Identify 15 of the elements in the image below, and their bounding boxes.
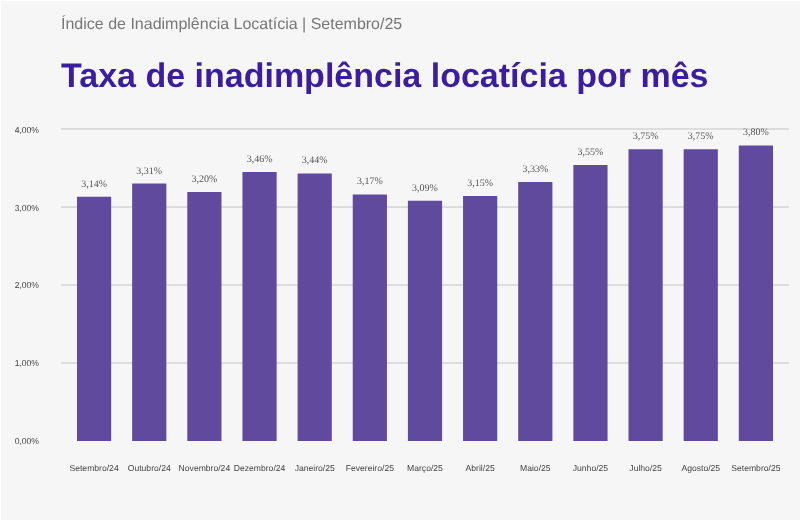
bar bbox=[628, 149, 663, 441]
bar bbox=[573, 164, 608, 441]
bar bbox=[187, 192, 222, 441]
bar bbox=[683, 149, 718, 441]
bar bbox=[407, 200, 443, 441]
chart-subtitle: Índice de Inadimplência Locatícia | Setembro/25 bbox=[61, 15, 404, 33]
bar bbox=[242, 171, 277, 441]
bar bbox=[738, 145, 774, 441]
bar bbox=[463, 196, 498, 441]
bar bbox=[297, 173, 332, 441]
bar bbox=[76, 196, 112, 441]
bar bbox=[518, 182, 553, 441]
chart-title: Taxa de inadimplência locatícia por mês bbox=[61, 57, 709, 95]
bar bbox=[132, 183, 167, 441]
bar bbox=[352, 194, 387, 441]
